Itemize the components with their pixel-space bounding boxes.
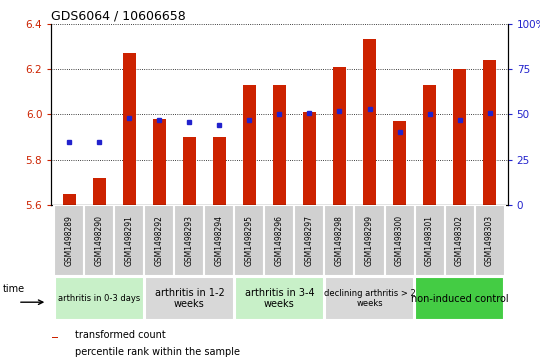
Text: GSM1498294: GSM1498294: [215, 215, 224, 266]
FancyBboxPatch shape: [55, 277, 144, 320]
Text: GSM1498296: GSM1498296: [275, 215, 284, 266]
FancyBboxPatch shape: [354, 205, 384, 276]
Bar: [52, 337, 58, 338]
Bar: [242, 85, 256, 205]
FancyBboxPatch shape: [325, 277, 414, 320]
Bar: [153, 119, 166, 205]
Bar: [183, 137, 196, 205]
Bar: [393, 121, 406, 205]
Text: GSM1498290: GSM1498290: [95, 215, 104, 266]
Text: GSM1498301: GSM1498301: [425, 215, 434, 266]
Text: percentile rank within the sample: percentile rank within the sample: [76, 347, 240, 357]
Text: GSM1498291: GSM1498291: [125, 215, 134, 266]
Bar: [453, 69, 467, 205]
Text: non-induced control: non-induced control: [411, 294, 508, 303]
FancyBboxPatch shape: [84, 205, 114, 276]
FancyBboxPatch shape: [265, 205, 294, 276]
Bar: [363, 40, 376, 205]
Bar: [273, 85, 286, 205]
Text: time: time: [3, 284, 25, 294]
Text: GSM1498298: GSM1498298: [335, 215, 344, 266]
FancyBboxPatch shape: [415, 277, 504, 320]
Text: declining arthritis > 2
weeks: declining arthritis > 2 weeks: [323, 289, 415, 308]
Text: GSM1498292: GSM1498292: [155, 215, 164, 266]
Bar: [303, 112, 316, 205]
Text: GSM1498295: GSM1498295: [245, 215, 254, 266]
Text: GDS6064 / 10606658: GDS6064 / 10606658: [51, 9, 186, 23]
Text: arthritis in 3-4
weeks: arthritis in 3-4 weeks: [245, 288, 314, 309]
FancyBboxPatch shape: [234, 205, 265, 276]
Text: GSM1498289: GSM1498289: [65, 215, 74, 266]
Text: GSM1498302: GSM1498302: [455, 215, 464, 266]
Bar: [213, 137, 226, 205]
Bar: [123, 53, 136, 205]
Text: GSM1498299: GSM1498299: [365, 215, 374, 266]
FancyBboxPatch shape: [174, 205, 205, 276]
FancyBboxPatch shape: [144, 205, 174, 276]
Text: GSM1498300: GSM1498300: [395, 215, 404, 266]
FancyBboxPatch shape: [444, 205, 475, 276]
FancyBboxPatch shape: [325, 205, 354, 276]
Bar: [483, 60, 496, 205]
FancyBboxPatch shape: [145, 277, 234, 320]
Text: arthritis in 1-2
weeks: arthritis in 1-2 weeks: [154, 288, 224, 309]
FancyBboxPatch shape: [475, 205, 504, 276]
FancyBboxPatch shape: [384, 205, 415, 276]
FancyBboxPatch shape: [114, 205, 144, 276]
Text: arthritis in 0-3 days: arthritis in 0-3 days: [58, 294, 140, 303]
Text: transformed count: transformed count: [76, 330, 166, 340]
FancyBboxPatch shape: [235, 277, 324, 320]
Bar: [63, 194, 76, 205]
Text: GSM1498297: GSM1498297: [305, 215, 314, 266]
Text: GSM1498303: GSM1498303: [485, 215, 494, 266]
FancyBboxPatch shape: [205, 205, 234, 276]
FancyBboxPatch shape: [55, 205, 84, 276]
Bar: [423, 85, 436, 205]
FancyBboxPatch shape: [415, 205, 444, 276]
FancyBboxPatch shape: [294, 205, 325, 276]
Bar: [333, 67, 346, 205]
Text: GSM1498293: GSM1498293: [185, 215, 194, 266]
Bar: [92, 178, 106, 205]
